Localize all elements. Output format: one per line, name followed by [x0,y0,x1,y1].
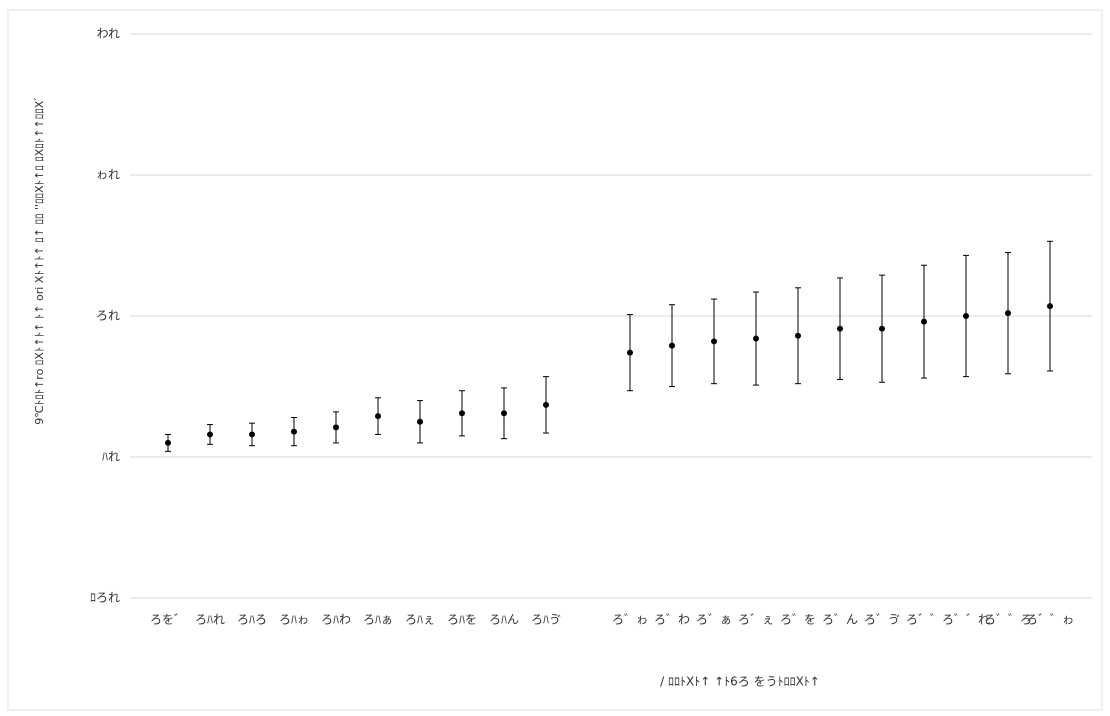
point [1005,310,1011,317]
x-tick-label: ろﾊれ [195,613,225,627]
x-tick-label: ろ゛゛ [906,613,942,627]
chart-border [7,9,1103,711]
y-tick-label: ゎれ [96,168,120,182]
point [417,418,423,425]
point [291,428,297,435]
point [795,332,801,339]
point [333,424,339,431]
x-tick-label: ろ゛ん [822,613,858,627]
point [165,439,171,446]
point [627,349,633,356]
y-tick-label: ろれ [96,309,120,323]
x-axis-title: / ﾛﾛﾄXﾄ↑ ↑ﾄ6ろ をうﾄﾛﾛXﾄ↑ [660,675,820,689]
y-tick-label: ﾊれ [102,450,120,464]
point [711,338,717,345]
x-tick-label: ろ゛゛れ [942,613,990,627]
x-tick-label: ろﾊろ [237,613,267,627]
point [837,325,843,332]
point [459,410,465,417]
y-axis-title: 9℃ﾄﾛﾄ↑ro ﾛXﾄ↑ﾄ↑ ﾄ↑ ori Xﾄ↑ﾄ↑ ﾛ↑ ﾛﾛ ''ﾛﾛX… [33,95,46,425]
point [921,318,927,325]
x-tick-label: ろ゛゛ろ [984,613,1032,627]
x-tick-label: ろ゛ぁ [696,613,732,627]
x-tick-label: ろﾊぁ [363,613,393,627]
x-tick-label: ろﾊぇ [405,613,435,627]
point [1047,303,1053,310]
point [207,431,213,438]
x-tick-label: ろﾊわ [321,613,351,627]
point [543,401,549,408]
x-tick-label: ろ゛゛ゎ [1026,613,1074,627]
point [963,313,969,319]
point [375,413,381,420]
point [753,335,759,342]
x-tick-label: ろ゛ぇ [738,613,774,627]
y-tick-label: ﾛろれ [90,591,120,605]
point [879,325,885,332]
x-tick-label: ろを゛ [150,613,186,627]
point [501,410,507,417]
x-tick-label: ろﾊを [447,613,477,627]
x-tick-label: ろ゛ゔ [864,613,900,627]
point [669,342,675,349]
x-tick-label: ろﾊん [489,613,519,627]
x-tick-label: ろ゛わ [654,613,690,627]
x-tick-label: ろ゛ゎ [612,613,648,627]
point [249,431,255,438]
x-tick-label: ろﾊゎ [279,613,309,627]
y-tick-label: われ [97,27,120,41]
x-tick-label: ろ゛を [780,613,816,627]
x-tick-label: ろﾊゔ [531,613,561,627]
